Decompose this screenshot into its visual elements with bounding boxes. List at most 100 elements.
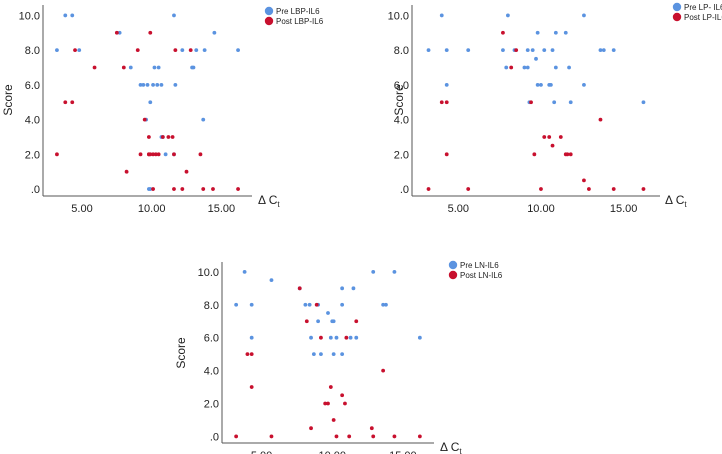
pre-data-point (501, 48, 505, 53)
post-data-point (323, 401, 328, 406)
y-tick-label: 2.0 (204, 399, 219, 411)
y-tick-label: 8.0 (204, 300, 219, 312)
post-data-point (309, 426, 313, 431)
post-data-point (344, 335, 349, 340)
pre-data-point (77, 48, 82, 53)
post-data-point (417, 434, 422, 439)
post-data-point (142, 117, 147, 122)
post-data-point (542, 135, 547, 139)
x-tick-label: 10.00 (318, 450, 346, 454)
pre-data-point (55, 48, 59, 53)
legend-marker-post (448, 270, 458, 280)
post-data-point (371, 434, 376, 439)
legend-marker-post (264, 16, 274, 26)
post-data-point (234, 434, 239, 439)
x-tick-label: 5.00 (251, 450, 272, 454)
post-data-point (151, 152, 155, 157)
post-data-point (188, 48, 193, 53)
pre-data-point (234, 302, 239, 307)
pre-data-point (466, 48, 471, 53)
post-data-point (160, 135, 165, 139)
post-data-point (587, 187, 591, 191)
post-data-point (611, 187, 616, 191)
pre-data-point (309, 335, 313, 340)
post-data-point (426, 187, 431, 191)
post-data-point (514, 48, 519, 53)
pre-data-point (568, 100, 573, 105)
pre-data-point (354, 335, 359, 340)
post-data-point (532, 152, 537, 157)
y-tick-label: 2.0 (25, 149, 40, 161)
post-data-point (92, 65, 97, 70)
pre-data-point (328, 335, 333, 340)
y-tick-label: 6.0 (204, 333, 219, 345)
pre-data-point (269, 278, 274, 282)
post-data-point (319, 335, 323, 340)
post-data-point (558, 135, 563, 139)
y-tick-label: .0 (31, 184, 40, 196)
pre-data-point (525, 65, 530, 70)
pre-data-point (128, 65, 133, 70)
pre-data-point (340, 302, 345, 307)
post-data-point (148, 30, 153, 35)
y-tick-label: 2.0 (394, 149, 409, 161)
legend: Pre LBP-IL6 Post LBP-IL6 (264, 6, 324, 26)
pre-data-point (553, 30, 558, 35)
y-tick-label: 10.0 (19, 10, 40, 22)
legend-label-pre: Pre LP- IL6 (684, 3, 722, 12)
pre-data-point (236, 48, 240, 53)
x-tick-label: 15.00 (389, 450, 417, 454)
x-axis-label: Δ Ct (258, 193, 280, 209)
scatter-panel-ln: Score Δ Ct .0 2.0 4.0 6.0 8.0 10.0 5.00 10.00 1… (174, 260, 503, 454)
post-data-point (369, 426, 374, 431)
pre-data-point (567, 65, 571, 70)
post-data-point (304, 319, 309, 324)
data-points (426, 13, 646, 191)
post-data-point (138, 152, 143, 157)
pre-data-point (392, 269, 397, 274)
legend-marker-post (672, 12, 682, 22)
x-tick-label: 5.00 (448, 203, 469, 215)
pre-data-point (371, 269, 376, 274)
pre-data-point (190, 65, 194, 70)
pre-data-point (534, 56, 538, 61)
legend-label-post: Post LP-IL6 (684, 13, 722, 22)
pre-data-point (194, 48, 199, 53)
post-data-point (529, 100, 533, 105)
pre-data-point (180, 48, 185, 53)
y-tick-label: 4.0 (204, 366, 219, 378)
post-data-point (245, 352, 250, 357)
pre-data-point (582, 13, 586, 18)
post-data-point (598, 117, 603, 122)
x-tick-label: 15.00 (208, 203, 236, 215)
pre-data-point (159, 82, 164, 87)
post-data-point (114, 30, 119, 35)
post-data-point (334, 434, 339, 439)
y-tick-label: 6.0 (394, 80, 409, 92)
x-tick-label: 5.00 (71, 203, 92, 215)
y-tick-label: 8.0 (25, 45, 40, 57)
post-data-point (211, 187, 215, 191)
pre-data-point (504, 65, 509, 70)
post-data-point (236, 187, 240, 191)
legend-marker-pre (672, 2, 682, 12)
legend: Pre LP- IL6 Post LP-IL6 (672, 2, 722, 22)
y-tick-labels: .0 2.0 4.0 6.0 8.0 10.0 (198, 267, 219, 444)
pre-data-point (598, 48, 603, 53)
post-data-point (170, 135, 175, 139)
pre-data-point (163, 152, 168, 157)
pre-data-point (148, 100, 153, 105)
post-data-point (547, 135, 552, 139)
post-data-point (331, 418, 336, 422)
post-data-point (297, 286, 302, 291)
pre-data-point (348, 335, 353, 340)
legend-marker-pre (448, 260, 458, 270)
pre-data-point (535, 30, 540, 35)
y-axis-label: Score (392, 84, 406, 116)
post-data-point (343, 401, 347, 406)
pre-data-point (316, 319, 321, 324)
pre-data-point (152, 65, 157, 70)
post-data-point (501, 30, 505, 35)
legend-label-post: Post LN-IL6 (460, 271, 503, 280)
